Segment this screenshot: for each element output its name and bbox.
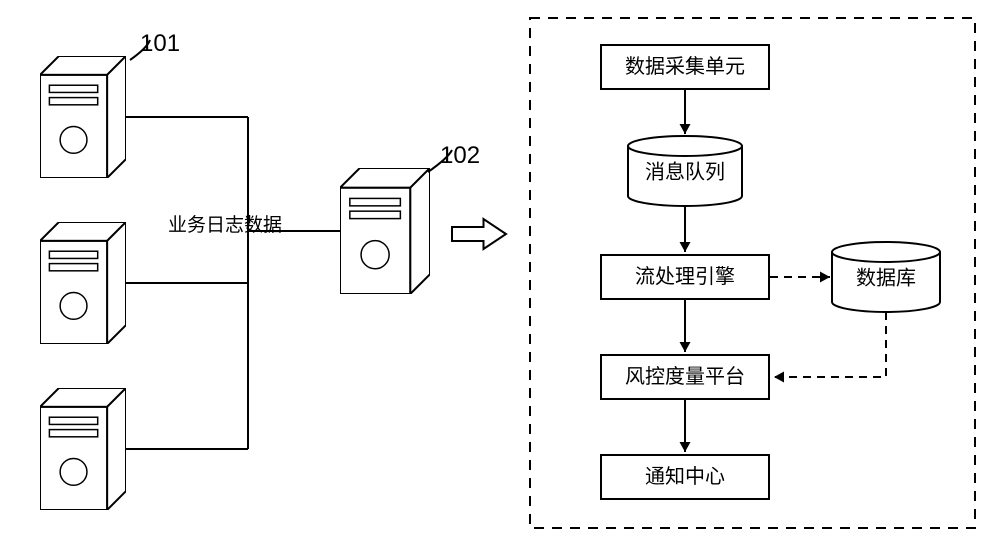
- diagram-stage: 101 业务日志数据 102 数据采集单元 流处理引擎 风控度量平台 通知中心 …: [0, 0, 1000, 548]
- flow-dashed-arrows: [0, 0, 1000, 548]
